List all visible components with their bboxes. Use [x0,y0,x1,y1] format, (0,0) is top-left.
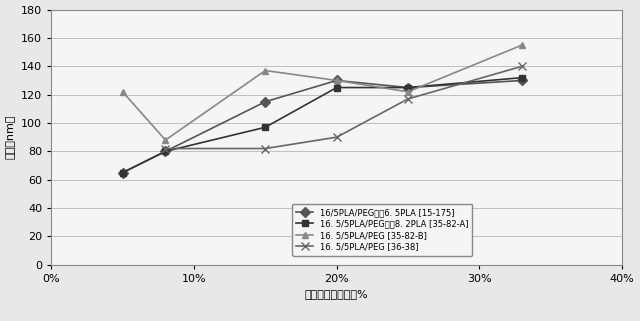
Y-axis label: 直径（nm）: 直径（nm） [6,115,15,160]
Legend: 16/5PLA/PEG及て6. 5PLA [15-175], 16. 5/5PLA/PEG及て8. 2PLA [35-82-A], 16. 5/5PLA/PEG: 16/5PLA/PEG及て6. 5PLA [15-175], 16. 5/5PL… [292,204,472,256]
X-axis label: 有機相中の固形分%: 有機相中の固形分% [305,290,369,299]
